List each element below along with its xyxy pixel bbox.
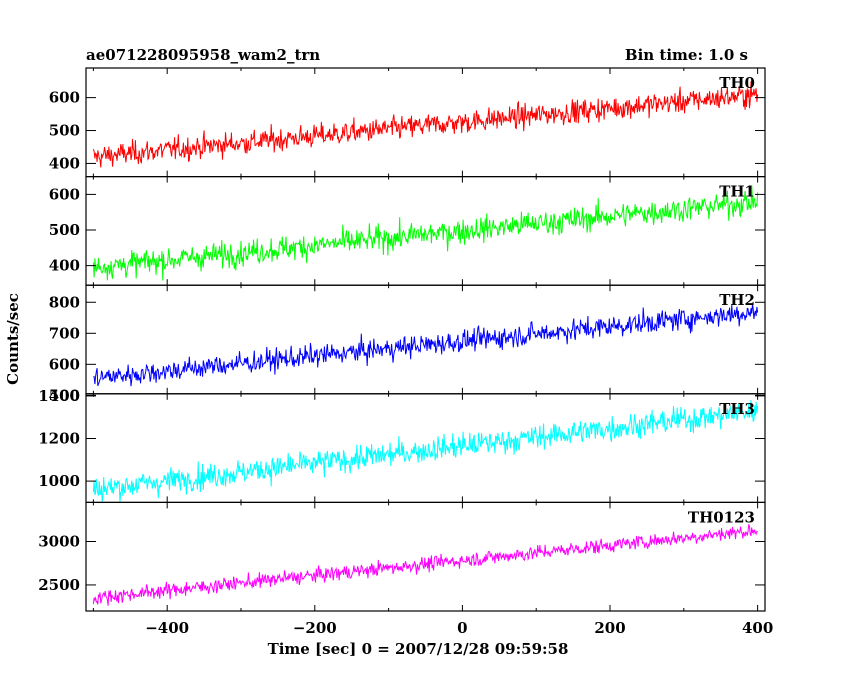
series-line-th1 [92, 185, 759, 281]
y-tick-label: 800 [49, 293, 80, 311]
panel-th0123: 2500 3000 TH0123 [38, 501, 766, 612]
panel-th2: 500 600 700 800 TH2 [49, 284, 766, 404]
panel-label-th0: TH0 [719, 74, 755, 92]
panel-label-th3: TH3 [719, 400, 755, 418]
x-tick-label: −400 [145, 619, 189, 637]
panel-th1: 400 500 600 TH1 [49, 176, 766, 286]
panel-label-th0123: TH0123 [688, 508, 755, 526]
x-tick-label: 200 [594, 619, 625, 637]
x-axis-label: Time [sec] 0 = 2007/12/28 09:59:58 [268, 640, 569, 658]
panel-label-th1: TH1 [719, 183, 755, 201]
y-tick-label: 1400 [38, 387, 80, 405]
panels-group: 400 500 600 TH0 400 500 600 TH1 500 600 700 800 TH2 1… [38, 67, 766, 612]
y-tick-label: 2500 [38, 576, 80, 594]
y-tick-label: 500 [49, 221, 80, 239]
series-line-th2 [93, 304, 759, 387]
panel-th0: 400 500 600 TH0 [49, 67, 766, 178]
y-tick-label: 3000 [38, 532, 80, 550]
panel-label-th2: TH2 [719, 291, 755, 309]
y-tick-label: 500 [49, 122, 80, 140]
x-tick-label: 400 [742, 619, 773, 637]
series-line-th0123 [92, 524, 758, 606]
y-tick-label: 700 [49, 324, 80, 342]
x-axis: −400 −200 0 200 400 [145, 619, 773, 637]
y-tick-label: 400 [49, 257, 80, 275]
y-tick-label: 400 [49, 154, 80, 172]
y-tick-label: 1200 [38, 430, 80, 448]
x-tick-label: −200 [293, 619, 337, 637]
series-line-th3 [92, 399, 759, 503]
x-tick-label: 0 [457, 619, 467, 637]
y-tick-label: 1000 [38, 472, 80, 490]
panel-frame [85, 501, 766, 612]
y-tick-label: 600 [49, 89, 80, 107]
y-tick-label: 600 [49, 355, 80, 373]
y-tick-label: 500 [49, 386, 80, 404]
series-line-th0 [92, 81, 759, 168]
y-tick-label: 600 [49, 185, 80, 203]
chart-title-left: ae071228095958_wam2_trn [86, 46, 320, 64]
panel-th3: 1000 1200 1400 TH3 [38, 387, 766, 503]
y-axis-label: Counts/sec [4, 293, 22, 385]
chart-title-right: Bin time: 1.0 s [625, 46, 748, 64]
